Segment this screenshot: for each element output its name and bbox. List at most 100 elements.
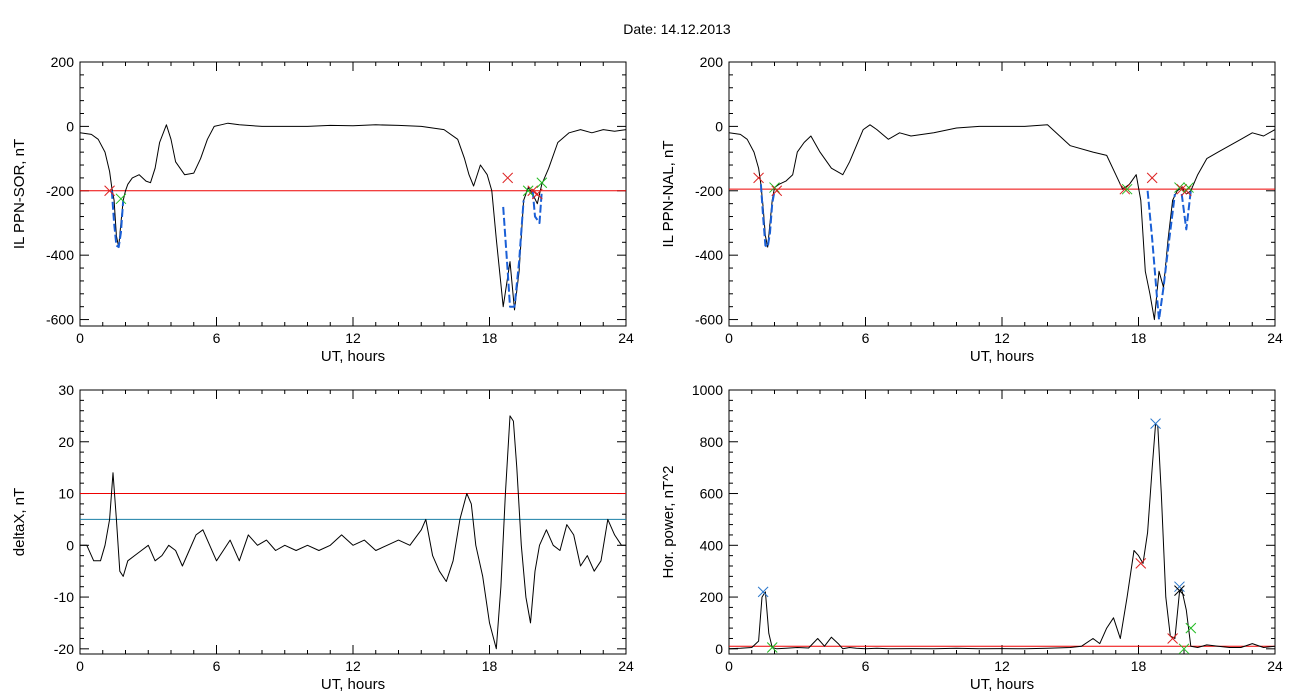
y-tick-label: 200 <box>700 54 724 70</box>
panel-ppn-nal: 0 6 12 18 24 -600 -400 -200 0 200 UT, hours IL PPN-… <box>660 54 1283 365</box>
x-marker <box>1180 185 1192 197</box>
plot-frame <box>79 389 627 655</box>
panel-ppn-sor: 0 6 12 18 24 -600 -400 -200 0 200 UT, hours IL PPN-… <box>11 54 634 365</box>
x-marker <box>769 182 780 193</box>
x-tick-label: 6 <box>862 330 870 346</box>
x-marker-stroke <box>536 177 548 189</box>
x-marker <box>1150 418 1161 430</box>
y-tick-label: -10 <box>54 589 74 605</box>
series-line <box>110 190 125 249</box>
plot-frame <box>79 61 627 327</box>
x-marker-stroke <box>753 172 764 184</box>
x-tick-label: 24 <box>1267 330 1283 346</box>
x-marker-stroke <box>757 586 769 598</box>
y-tick-label: 0 <box>715 641 723 657</box>
x-tick-label: 24 <box>1267 658 1283 674</box>
y-axis-label: deltaX, nT <box>11 488 28 556</box>
x-tick-label: 6 <box>213 330 221 346</box>
x-axis-label: UT, hours <box>970 348 1034 365</box>
x-marker-stroke <box>115 193 127 205</box>
x-marker <box>1146 172 1158 184</box>
y-tick-label: -200 <box>46 183 74 199</box>
y-axis-label: Hor. power, nT^2 <box>660 466 677 579</box>
x-tick-label: 0 <box>725 658 733 674</box>
x-marker <box>1183 182 1194 193</box>
x-tick-label: 18 <box>482 658 498 674</box>
series-line <box>728 423 1276 650</box>
y-tick-label: 200 <box>51 54 75 70</box>
x-marker-stroke <box>1174 585 1185 596</box>
y-axis-label: IL PPN-SOR, nT <box>11 139 28 249</box>
x-tick-label: 6 <box>213 658 221 674</box>
x-tick-label: 18 <box>482 330 498 346</box>
y-tick-label: -400 <box>695 247 723 263</box>
x-marker-stroke <box>769 182 780 193</box>
y-tick-label: 1000 <box>692 382 723 398</box>
x-marker <box>1167 633 1178 644</box>
x-marker <box>531 188 543 200</box>
x-marker <box>527 185 539 197</box>
x-marker <box>502 172 514 184</box>
x-marker <box>104 185 115 197</box>
series-line <box>80 415 626 650</box>
x-marker-stroke <box>1135 558 1147 569</box>
series-line <box>1180 190 1192 231</box>
x-tick-label: 0 <box>76 658 84 674</box>
x-marker <box>766 642 778 653</box>
x-marker-stroke <box>1183 182 1194 193</box>
x-axis-label: UT, hours <box>321 348 385 365</box>
x-marker-stroke <box>1178 643 1190 655</box>
x-marker <box>1174 585 1185 596</box>
y-tick-label: 10 <box>58 486 74 502</box>
x-marker-stroke <box>771 185 783 197</box>
x-tick-label: 12 <box>994 330 1010 346</box>
plot-frame <box>728 389 1276 655</box>
series-line <box>502 200 525 308</box>
y-tick-label: 200 <box>700 589 724 605</box>
x-marker-stroke <box>1121 183 1133 195</box>
x-marker <box>1135 558 1147 569</box>
y-tick-label: 30 <box>58 382 74 398</box>
y-tick-label: -600 <box>695 312 723 328</box>
x-marker-stroke <box>104 185 115 197</box>
x-marker-stroke <box>531 188 543 200</box>
y-tick-label: -400 <box>46 247 74 263</box>
x-tick-label: 6 <box>862 658 870 674</box>
x-tick-label: 24 <box>618 330 634 346</box>
x-tick-label: 12 <box>994 658 1010 674</box>
plot-frame <box>728 61 1276 327</box>
x-marker <box>1119 183 1131 195</box>
x-tick-label: 0 <box>76 330 84 346</box>
series-line <box>1146 190 1176 321</box>
x-axis-label: UT, hours <box>970 676 1034 693</box>
x-marker <box>1178 643 1190 655</box>
x-marker-stroke <box>1180 185 1192 197</box>
y-tick-label: 800 <box>700 434 724 450</box>
y-tick-label: 0 <box>66 537 74 553</box>
y-tick-label: 600 <box>700 486 724 502</box>
x-tick-label: 24 <box>618 658 634 674</box>
x-tick-label: 18 <box>1131 658 1147 674</box>
y-tick-label: -20 <box>54 641 74 657</box>
x-marker <box>522 185 534 197</box>
x-marker <box>536 177 548 189</box>
y-tick-label: 20 <box>58 434 74 450</box>
x-tick-label: 0 <box>725 330 733 346</box>
series-line <box>728 124 1276 321</box>
x-marker <box>1174 581 1185 593</box>
panel-hor-power: 0 6 12 18 24 0 200 400 600 800 1000 UT, hours Hor. p… <box>660 382 1283 693</box>
x-marker-stroke <box>527 185 539 197</box>
x-axis-label: UT, hours <box>321 676 385 693</box>
x-marker-stroke <box>1150 418 1161 430</box>
x-marker-stroke <box>502 172 514 184</box>
x-tick-label: 12 <box>345 330 361 346</box>
series-line <box>79 122 627 311</box>
y-tick-label: 0 <box>715 118 723 134</box>
y-tick-label: -600 <box>46 312 74 328</box>
x-marker-stroke <box>1185 622 1197 634</box>
x-tick-label: 12 <box>345 658 361 674</box>
x-marker <box>757 586 769 598</box>
x-marker-stroke <box>766 642 778 653</box>
series-line <box>531 190 543 224</box>
